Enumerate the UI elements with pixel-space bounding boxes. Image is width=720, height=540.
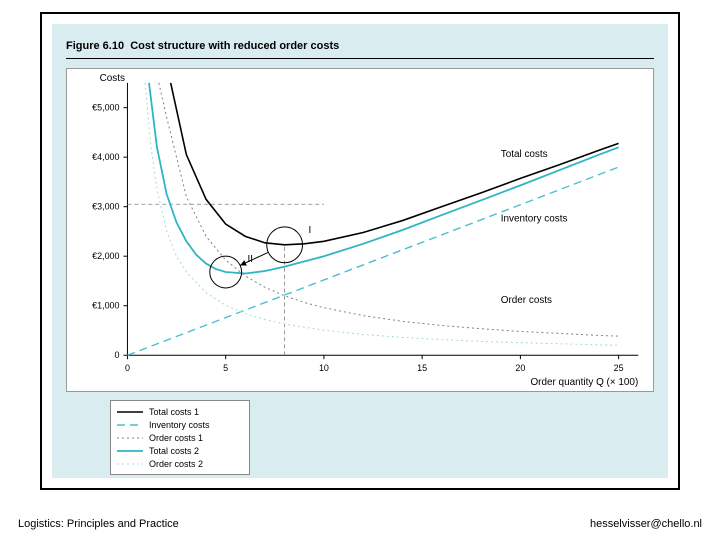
x-tick-label: 15 [417,363,427,373]
plot-area: 0 5 10 15 20 25 0 €1,000 €2,000 €3,000 €4,000 €5,00… [66,68,654,392]
x-tick-label: 10 [319,363,329,373]
legend-row-total_costs_2: Total costs 2 [117,444,243,457]
x-tick-label: 20 [515,363,525,373]
legend: Total costs 1 Inventory costs Order costs … [110,400,250,475]
footer-right: hesselvisser@chello.nl [590,518,702,530]
legend-row-order_costs_2: Order costs 2 [117,457,243,470]
y-tick-label: €1,000 [92,301,119,311]
y-tick-label: €4,000 [92,152,119,162]
legend-row-order_costs_1: Order costs 1 [117,431,243,444]
figure-number: Figure 6.10 [66,40,124,52]
x-tick-label: 5 [223,363,228,373]
y-tick-label: €2,000 [92,251,119,261]
legend-row-total_costs_1: Total costs 1 [117,405,243,418]
curve-label: Inventory costs [501,214,568,225]
series-total_costs_2 [149,83,619,274]
y-tick-label: 0 [115,350,120,360]
legend-row-inventory_costs: Inventory costs [117,418,243,431]
legend-label: Order costs 2 [149,459,203,469]
y-tick-label: €5,000 [92,103,119,113]
legend-swatch-order_costs_2 [117,459,143,469]
legend-swatch-inventory_costs [117,420,143,430]
x-axis-label: Order quantity Q (× 100) [530,377,638,388]
curve-label: Order costs [501,295,552,306]
legend-swatch-total_costs_1 [117,407,143,417]
x-tick-label: 25 [614,363,624,373]
series-inventory_costs [127,167,618,355]
chart-svg: 0 5 10 15 20 25 0 €1,000 €2,000 €3,000 €4,000 €5,00… [67,69,653,391]
footer-left: Logistics: Principles and Practice [18,518,179,530]
figure-panel: Figure 6.10 Cost structure with reduced … [52,24,668,478]
legend-label: Total costs 2 [149,446,199,456]
legend-label: Total costs 1 [149,407,199,417]
legend-label: Inventory costs [149,420,210,430]
figure-title-text: Cost structure with reduced order costs [130,40,339,52]
y-tick-label: €3,000 [92,202,119,212]
curve-label: Total costs [501,149,548,160]
title-underline [66,58,654,59]
legend-swatch-total_costs_2 [117,446,143,456]
x-tick-label: 0 [125,363,130,373]
legend-swatch-order_costs_1 [117,433,143,443]
figure-caption: Figure 6.10 Cost structure with reduced … [66,40,339,52]
marker-label-I: I [308,225,311,236]
legend-label: Order costs 1 [149,433,203,443]
slide-border: Figure 6.10 Cost structure with reduced … [40,12,680,490]
y-axis-label: Costs [100,73,125,84]
